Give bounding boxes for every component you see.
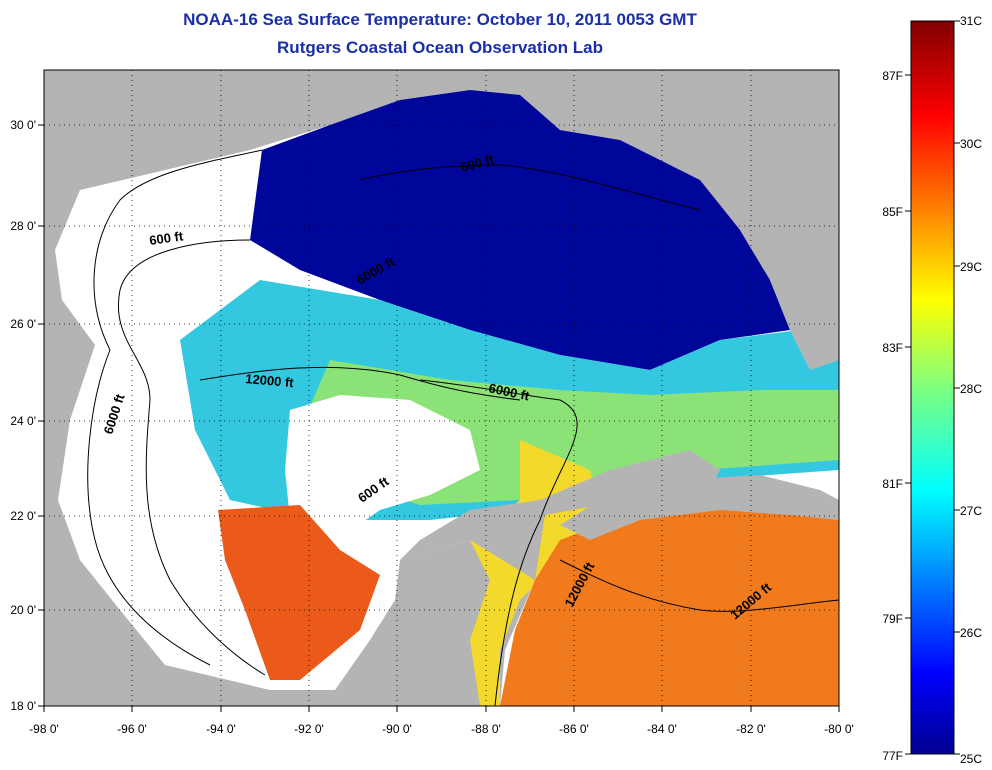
lon-tick-label: -88 0' — [471, 722, 501, 736]
colorbar-celsius-label: 28C — [960, 382, 982, 396]
lon-tick-label: -98 0' — [29, 722, 59, 736]
cloud-patch — [285, 395, 480, 545]
lon-tick-label: -92 0' — [294, 722, 324, 736]
lon-tick-label: -94 0' — [206, 722, 236, 736]
map-subtitle: Rutgers Coastal Ocean Observation Lab — [277, 38, 603, 57]
map-title: NOAA-16 Sea Surface Temperature: October… — [183, 10, 697, 29]
lat-tick-label: 24 0' — [10, 414, 36, 428]
colorbar-fahrenheit-label: 85F — [882, 205, 903, 219]
contour-label: 600 ft — [148, 228, 184, 248]
colorbar-celsius-label: 26C — [960, 626, 982, 640]
colorbar-fahrenheit-label: 81F — [882, 477, 903, 491]
colorbar-fahrenheit-label: 83F — [882, 341, 903, 355]
colorbar-celsius-label: 29C — [960, 260, 982, 274]
lat-tick-label: 26 0' — [10, 317, 36, 331]
lat-tick-label: 18 0' — [10, 699, 36, 713]
sst-swath-west-warm — [218, 505, 380, 680]
lat-tick-label: 20 0' — [10, 603, 36, 617]
contour-600ft-west — [117, 239, 266, 676]
contour-6000ft-east — [419, 379, 578, 706]
lon-tick-label: -80 0' — [824, 722, 854, 736]
map-frame — [43, 69, 840, 707]
contour-12000ft — [199, 366, 521, 401]
colorbar-celsius-label: 27C — [960, 504, 982, 518]
contour-6000ft-west — [87, 149, 263, 666]
grid-lines — [44, 70, 839, 706]
lon-tick-label: -82 0' — [736, 722, 766, 736]
lat-tick-label: 22 0' — [10, 509, 36, 523]
lon-tick-label: -84 0' — [647, 722, 677, 736]
colorbar: 31C 30C 29C 28C 27C 26C 25C 87F 85F 83F … — [882, 14, 982, 766]
cuba-land — [560, 475, 839, 540]
lat-tick-label: 30 0' — [10, 118, 36, 132]
colorbar-celsius-label: 30C — [960, 137, 982, 151]
florida-land — [700, 70, 839, 370]
axis-ticks — [38, 124, 840, 712]
lon-tick-label: -96 0' — [117, 722, 147, 736]
lat-tick-label: 28 0' — [10, 219, 36, 233]
colorbar-fahrenheit-label: 77F — [882, 749, 903, 763]
contour-label: 12000 ft — [245, 371, 295, 390]
lon-tick-label: -90 0' — [382, 722, 412, 736]
sst-swath-cold — [250, 90, 790, 370]
yucatan-land — [400, 450, 720, 580]
colorbar-fahrenheit-label: 87F — [882, 69, 903, 83]
colorbar-celsius-label: 25C — [960, 752, 982, 766]
colorbar-fahrenheit-label: 79F — [882, 612, 903, 626]
map-area: 600 ft 6000 ft 12000 ft 6000 ft 600 ft 1… — [10, 69, 854, 736]
colorbar-gradient — [910, 20, 955, 755]
contour-600ft-east — [359, 164, 701, 211]
colorbar-celsius-label: 31C — [960, 14, 982, 28]
lon-tick-label: -86 0' — [559, 722, 589, 736]
sst-swath-warm — [500, 490, 839, 706]
